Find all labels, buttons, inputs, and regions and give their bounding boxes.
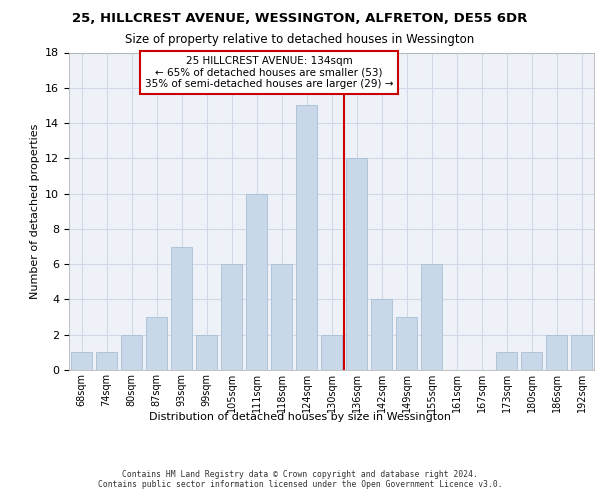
Text: Distribution of detached houses by size in Wessington: Distribution of detached houses by size … (149, 412, 451, 422)
Bar (196, 334, 217, 370)
Bar (296, 106, 317, 370)
Bar (421, 264, 442, 370)
Bar (521, 352, 542, 370)
Bar (71, 352, 92, 370)
Text: Size of property relative to detached houses in Wessington: Size of property relative to detached ho… (125, 32, 475, 46)
Bar (171, 246, 192, 370)
Bar (546, 334, 567, 370)
Bar (346, 158, 367, 370)
Bar (121, 334, 142, 370)
Bar (571, 334, 592, 370)
Bar (371, 300, 392, 370)
Bar (396, 317, 417, 370)
Text: Contains HM Land Registry data © Crown copyright and database right 2024.
Contai: Contains HM Land Registry data © Crown c… (98, 470, 502, 489)
Bar (321, 334, 342, 370)
Bar (221, 264, 242, 370)
Bar (246, 194, 267, 370)
Bar (496, 352, 517, 370)
Text: 25 HILLCREST AVENUE: 134sqm
← 65% of detached houses are smaller (53)
35% of sem: 25 HILLCREST AVENUE: 134sqm ← 65% of det… (145, 56, 393, 89)
Y-axis label: Number of detached properties: Number of detached properties (29, 124, 40, 299)
Bar (96, 352, 117, 370)
Bar (146, 317, 167, 370)
Bar (271, 264, 292, 370)
Text: 25, HILLCREST AVENUE, WESSINGTON, ALFRETON, DE55 6DR: 25, HILLCREST AVENUE, WESSINGTON, ALFRET… (73, 12, 527, 26)
